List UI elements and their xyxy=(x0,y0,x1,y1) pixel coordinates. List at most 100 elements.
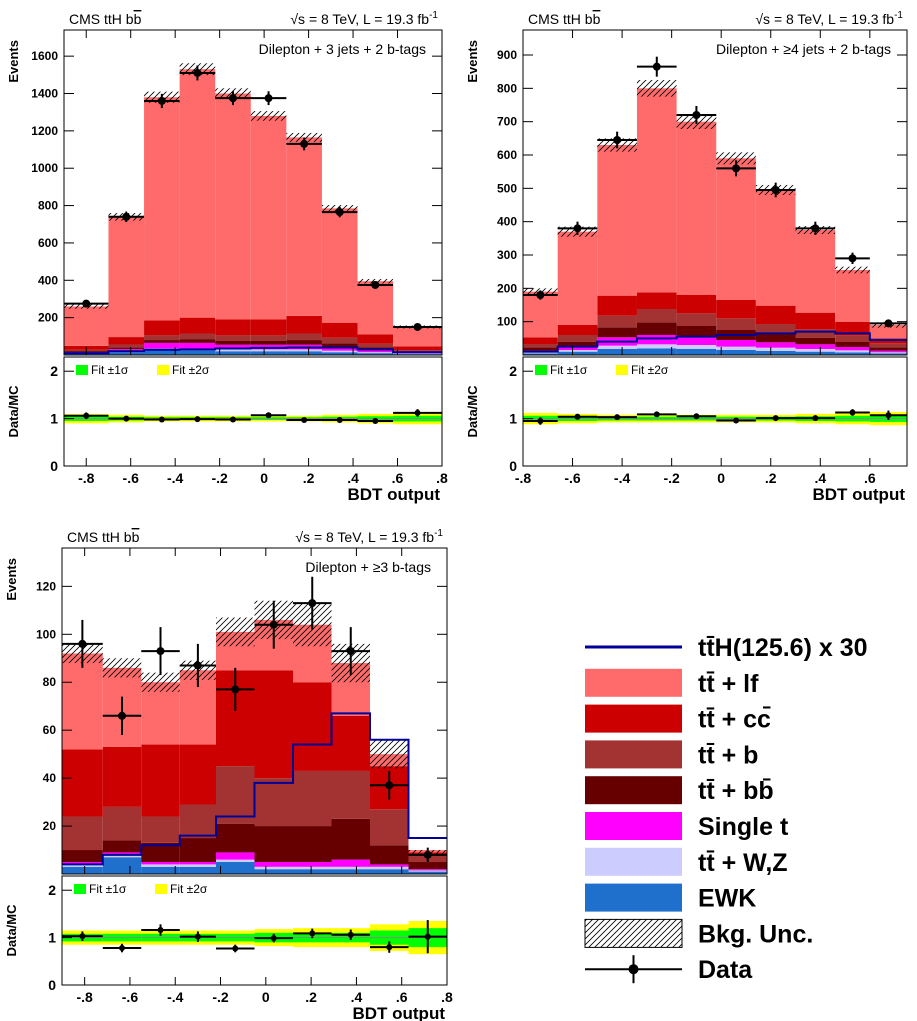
legend-label: tt̄ + bb̄ xyxy=(698,776,774,805)
bar-tt_lf-1 xyxy=(108,216,145,338)
bar-single_t-2 xyxy=(144,342,180,349)
unc-band-2 xyxy=(141,672,180,692)
bar-ttV-9 xyxy=(408,870,447,872)
bar-ewk-8 xyxy=(357,353,394,355)
x-tick-label: -.6 xyxy=(122,989,139,1005)
bar-ewk-6 xyxy=(286,351,322,355)
bar-tt_cc-7 xyxy=(321,322,358,338)
bar-tt_b-8 xyxy=(357,343,394,348)
ratio-legend: Fit ±1σ Fit ±2σ xyxy=(76,363,210,377)
data-point-2 xyxy=(144,93,180,109)
legend-entry-tt_bb: tt̄ + bb̄ xyxy=(585,776,774,805)
bar-tt_cc-6 xyxy=(293,682,332,771)
ratio-axis-label: Data/MC xyxy=(6,385,21,438)
data-point-3 xyxy=(636,56,677,77)
y-axis-label: Events xyxy=(6,40,21,83)
bar-tt_bb-7 xyxy=(321,343,358,347)
bar-ttV-7 xyxy=(795,349,836,352)
ratio-point-2 xyxy=(141,924,180,936)
y-tick-label: 100 xyxy=(497,315,517,329)
bar-tt_cc-3 xyxy=(179,744,216,805)
y-tick-label: 600 xyxy=(497,148,517,162)
bar-tt_b-9 xyxy=(393,350,442,352)
bar-tt_cc-1 xyxy=(108,337,145,345)
unc-band-5 xyxy=(716,152,756,165)
bar-ttV-9 xyxy=(393,353,442,355)
bar-ttV-0 xyxy=(523,352,558,354)
bar-ttV-4 xyxy=(216,859,255,863)
bar-ewk-5 xyxy=(254,869,293,874)
signal-line xyxy=(523,330,907,353)
ratio-point-1 xyxy=(108,415,145,422)
y-tick-label: 80 xyxy=(43,675,57,689)
ratio-frame xyxy=(61,875,448,986)
ratio-point-4 xyxy=(215,416,251,423)
bar-tt_bb-2 xyxy=(144,340,180,343)
bar-ttV-0 xyxy=(62,864,103,867)
bar-tt_cc-8 xyxy=(835,322,870,336)
bar-tt_bb-7 xyxy=(331,818,370,860)
ratio-point-8 xyxy=(835,409,870,416)
bar-tt_b-7 xyxy=(331,770,370,819)
bar-ttV-7 xyxy=(331,866,370,870)
data-point-7 xyxy=(321,206,358,218)
unc-band-8 xyxy=(835,266,870,274)
bar-tt_lf-0 xyxy=(62,653,103,750)
bar-tt_b-5 xyxy=(250,335,287,341)
bar-ttV-4 xyxy=(676,345,717,349)
bar-tt_b-2 xyxy=(141,816,180,843)
legend-entry-ttV: tt̄ + W,Z xyxy=(585,847,788,877)
x-tick-label: -.6 xyxy=(123,470,140,486)
bar-tt_cc-9 xyxy=(393,346,442,351)
bar-tt_lf-4 xyxy=(215,93,251,320)
bar-tt_cc-6 xyxy=(286,315,322,334)
main-frame xyxy=(522,29,908,356)
x-tick-label: -.2 xyxy=(211,470,228,486)
bar-tt_cc-1 xyxy=(557,325,598,335)
bar-tt_cc-5 xyxy=(250,319,287,336)
ratio-point-9 xyxy=(869,410,907,421)
legend-entry-single_t: Single t xyxy=(585,812,789,841)
bar-tt_bb-6 xyxy=(286,340,322,345)
bar-tt_cc-7 xyxy=(331,715,370,771)
region-label: Dilepton + ≥4 jets + 2 b-tags xyxy=(716,41,891,57)
ratio-point-6 xyxy=(755,415,796,422)
bar-single_t-8 xyxy=(357,350,394,353)
bar-tt_bb-2 xyxy=(141,842,180,863)
data-point-8 xyxy=(835,252,870,264)
legend-label: tt̄ + b xyxy=(698,741,758,769)
legend-label: Single t xyxy=(698,813,789,841)
data-point-8 xyxy=(370,770,409,800)
bar-tt_lf-7 xyxy=(795,230,836,313)
bar-ttV-8 xyxy=(835,350,870,353)
bar-tt_cc-7 xyxy=(795,312,836,330)
bar-tt_b-1 xyxy=(557,335,598,342)
y-tick-label: 40 xyxy=(43,771,57,785)
y-tick-label: 800 xyxy=(38,199,58,213)
ratio-tick-label: 1 xyxy=(509,411,517,427)
bar-ewk-9 xyxy=(869,353,907,355)
y-axis-label: Events xyxy=(4,558,19,601)
bar-tt_b-2 xyxy=(144,335,180,341)
bar-tt_b-8 xyxy=(835,335,870,342)
bar-single_t-3 xyxy=(179,862,216,865)
bar-tt_b-4 xyxy=(216,766,255,824)
ratio-axis-label: Data/MC xyxy=(465,385,480,438)
ratio-point-3 xyxy=(179,931,216,942)
x-tick-label: .4 xyxy=(347,470,359,486)
bar-ewk-5 xyxy=(716,350,756,355)
bar-tt_b-5 xyxy=(716,318,756,330)
bar-ewk-9 xyxy=(408,871,447,874)
x-tick-label: -.6 xyxy=(564,470,581,486)
x-axis-label: BDT output xyxy=(812,485,905,504)
data-point-9 xyxy=(393,322,442,331)
legend-entry-tt_cc: tt̄ + cc̄ xyxy=(585,704,771,734)
data-point-1 xyxy=(557,221,598,235)
data-point-5 xyxy=(254,600,293,649)
ratio-legend: Fit ±1σ Fit ±2σ xyxy=(535,363,669,377)
bar-tt_b-7 xyxy=(321,337,358,344)
ratio-point-0 xyxy=(523,417,558,425)
bar-tt_b-0 xyxy=(523,344,558,348)
bar-ttV-6 xyxy=(293,866,332,870)
y-tick-label: 120 xyxy=(36,579,56,593)
